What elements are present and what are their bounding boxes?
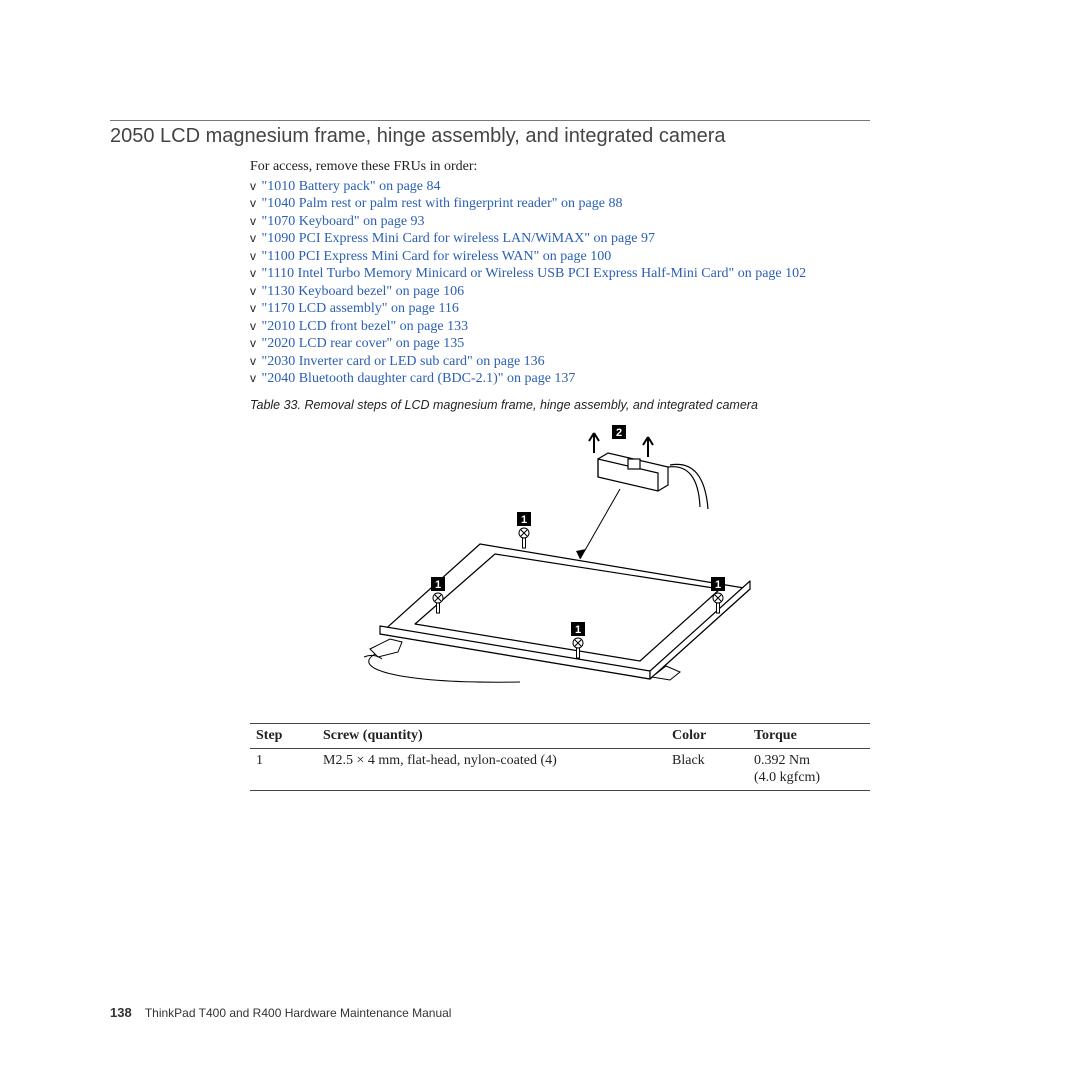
callout-1: 1: [521, 514, 527, 526]
list-item: v "1110 Intel Turbo Memory Minicard or W…: [250, 265, 870, 283]
list-item: v "2030 Inverter card or LED sub card" o…: [250, 353, 870, 371]
list-item: v "1090 PCI Express Mini Card for wirele…: [250, 230, 870, 248]
callout-1: 1: [575, 624, 581, 636]
body-column: For access, remove these FRUs in order: …: [250, 158, 870, 791]
callout-2: 2: [616, 427, 622, 439]
top-rule: [110, 120, 870, 121]
fru-list: v "1010 Battery pack" on page 84 v "1040…: [250, 178, 870, 388]
section-title: 2050 LCD magnesium frame, hinge assembly…: [110, 125, 970, 148]
list-item: v "1070 Keyboard" on page 93: [250, 213, 870, 231]
list-item: v "1040 Palm rest or palm rest with fing…: [250, 195, 870, 213]
table-row: 1 M2.5 × 4 mm, flat-head, nylon-coated (…: [250, 748, 870, 790]
list-item: v "1130 Keyboard bezel" on page 106: [250, 283, 870, 301]
manual-title: ThinkPad T400 and R400 Hardware Maintena…: [145, 1006, 452, 1020]
col-torque: Torque: [748, 724, 870, 749]
list-item: v "2040 Bluetooth daughter card (BDC-2.1…: [250, 370, 870, 388]
list-item: v "1010 Battery pack" on page 84: [250, 178, 870, 196]
list-item: v "2020 LCD rear cover" on page 135: [250, 335, 870, 353]
screw-table: Step Screw (quantity) Color Torque 1 M2.…: [250, 723, 870, 791]
page-number: 138: [110, 1005, 142, 1020]
intro-text: For access, remove these FRUs in order:: [250, 158, 870, 176]
list-item: v "1170 LCD assembly" on page 116: [250, 300, 870, 318]
cell: Black: [666, 748, 748, 790]
list-item: v "1100 PCI Express Mini Card for wirele…: [250, 248, 870, 266]
callout-1: 1: [715, 579, 721, 591]
callout-1: 1: [435, 579, 441, 591]
frame-diagram: 2 1 1 1: [320, 419, 800, 689]
cell: 1: [250, 748, 317, 790]
table-caption: Table 33. Removal steps of LCD magnesium…: [250, 398, 870, 414]
cell: 0.392 Nm (4.0 kgfcm): [748, 748, 870, 790]
col-screw: Screw (quantity): [317, 724, 666, 749]
page-footer: 138 ThinkPad T400 and R400 Hardware Main…: [110, 1005, 451, 1020]
col-step: Step: [250, 724, 317, 749]
list-item: v "2010 LCD front bezel" on page 133: [250, 318, 870, 336]
col-color: Color: [666, 724, 748, 749]
cell: M2.5 × 4 mm, flat-head, nylon-coated (4): [317, 748, 666, 790]
